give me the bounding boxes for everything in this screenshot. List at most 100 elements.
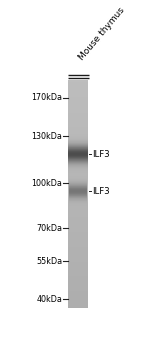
Bar <box>68 194 88 195</box>
Bar <box>68 103 88 104</box>
Bar <box>68 235 88 236</box>
Bar <box>68 163 88 164</box>
Bar <box>68 286 88 287</box>
Bar <box>68 298 88 299</box>
Bar <box>68 228 88 229</box>
Bar <box>68 116 88 117</box>
Bar <box>68 145 88 146</box>
Bar <box>68 195 88 196</box>
Bar <box>68 216 88 217</box>
Bar <box>68 283 88 284</box>
Bar <box>68 115 88 116</box>
Bar <box>68 125 88 126</box>
Bar <box>68 231 88 232</box>
Bar <box>68 148 88 149</box>
Bar <box>68 295 88 296</box>
Bar <box>68 262 88 263</box>
Bar <box>68 183 88 184</box>
Bar <box>68 264 88 265</box>
Bar <box>68 137 88 138</box>
Bar <box>68 138 88 139</box>
Bar <box>68 147 88 148</box>
Bar <box>68 274 88 275</box>
Bar <box>68 221 88 222</box>
Bar <box>68 121 88 122</box>
Bar <box>68 206 88 207</box>
Bar <box>68 144 88 145</box>
Bar <box>68 268 88 269</box>
Bar <box>68 289 88 290</box>
Bar <box>68 180 88 181</box>
Bar <box>68 80 88 81</box>
Bar <box>68 131 88 132</box>
Bar <box>68 294 88 295</box>
Text: 70kDa: 70kDa <box>36 224 62 233</box>
Text: 100kDa: 100kDa <box>31 178 62 187</box>
Bar <box>68 205 88 206</box>
Bar <box>68 248 88 249</box>
Bar <box>68 81 88 82</box>
Bar <box>68 300 88 301</box>
Bar <box>68 305 88 306</box>
Bar <box>68 223 88 224</box>
Bar <box>68 139 88 140</box>
Bar <box>68 204 88 205</box>
Bar <box>68 269 88 270</box>
Bar <box>68 169 88 170</box>
Bar <box>68 120 88 121</box>
Bar <box>68 146 88 147</box>
Bar <box>68 83 88 84</box>
Bar <box>68 200 88 201</box>
Bar <box>68 95 88 96</box>
Text: Mouse thymus: Mouse thymus <box>77 6 126 62</box>
Bar <box>68 266 88 267</box>
Bar <box>68 218 88 219</box>
Bar <box>68 170 88 171</box>
Bar <box>68 133 88 134</box>
Bar <box>68 175 88 176</box>
Bar <box>68 292 88 293</box>
Bar <box>68 135 88 136</box>
Bar <box>68 236 88 237</box>
Bar <box>68 174 88 175</box>
Bar <box>68 179 88 180</box>
Bar <box>68 273 88 274</box>
Bar <box>68 168 88 169</box>
Bar <box>68 93 88 94</box>
Bar <box>68 290 88 291</box>
Bar <box>68 111 88 112</box>
Bar <box>68 165 88 166</box>
Bar <box>68 105 88 106</box>
Bar <box>68 240 88 241</box>
Bar <box>68 162 88 163</box>
Bar <box>68 123 88 124</box>
Bar <box>68 109 88 110</box>
Bar <box>68 249 88 250</box>
Bar <box>68 224 88 225</box>
Bar <box>68 110 88 111</box>
Bar <box>68 173 88 174</box>
Bar <box>68 188 88 189</box>
Bar <box>68 302 88 303</box>
Bar <box>68 253 88 254</box>
Bar <box>68 141 88 142</box>
Bar <box>68 229 88 230</box>
Bar <box>68 113 88 114</box>
Bar <box>68 260 88 261</box>
Bar <box>68 284 88 285</box>
Bar <box>68 234 88 235</box>
Bar <box>68 265 88 266</box>
Bar <box>68 106 88 107</box>
Bar <box>68 244 88 245</box>
Bar <box>68 245 88 246</box>
Bar <box>68 97 88 98</box>
Bar <box>68 99 88 100</box>
Bar <box>68 306 88 307</box>
Bar <box>68 91 88 92</box>
Text: ILF3: ILF3 <box>92 150 110 159</box>
Bar <box>68 117 88 118</box>
Bar <box>68 255 88 256</box>
Bar <box>68 203 88 204</box>
Bar <box>68 161 88 162</box>
Bar <box>68 211 88 212</box>
